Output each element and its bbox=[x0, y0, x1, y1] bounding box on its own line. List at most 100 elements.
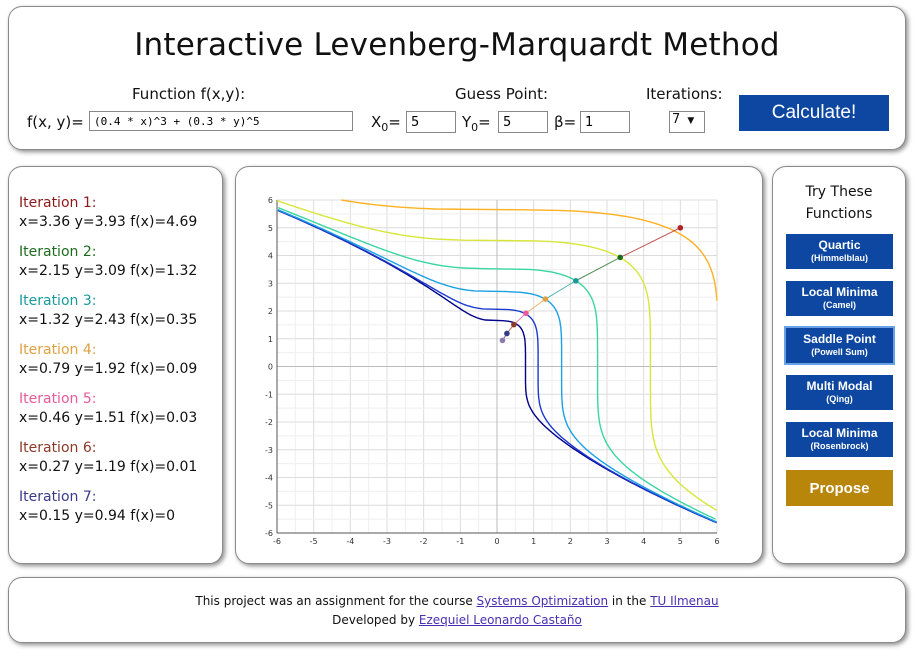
iteration-title: Iteration 4: bbox=[19, 342, 97, 358]
path-point bbox=[542, 296, 549, 302]
x-tick-label: 6 bbox=[714, 537, 719, 546]
path-point bbox=[511, 321, 517, 328]
function-button-sub: (Rosenbrock) bbox=[810, 441, 869, 451]
y-tick-label: -3 bbox=[265, 446, 273, 455]
y-tick-label: 6 bbox=[268, 196, 273, 205]
contour-line bbox=[277, 209, 717, 524]
iteration-item: Iteration 4: x=0.79 y=1.92 f(x)=0.09 bbox=[19, 342, 197, 377]
footer-line-1: This project was an assignment for the c… bbox=[9, 594, 905, 608]
contour-line bbox=[276, 200, 717, 511]
iterations-panel: Iteration 1: x=3.36 y=3.93 f(x)=4.69 Itera… bbox=[8, 166, 223, 564]
beta-label: β= bbox=[554, 113, 577, 131]
function-button-name: Local Minima bbox=[801, 285, 878, 299]
functions-title: Try These Functions bbox=[805, 184, 873, 222]
iteration-values: x=0.15 y=0.94 f(x)=0 bbox=[19, 508, 176, 524]
x-tick-label: 1 bbox=[531, 537, 536, 546]
function-button-sub: (Himmelblau) bbox=[810, 253, 868, 263]
iteration-values: x=2.15 y=3.09 f(x)=1.32 bbox=[19, 263, 198, 279]
function-button-name: Multi Modal bbox=[806, 379, 873, 393]
function-button-sub: (Qing) bbox=[826, 394, 853, 404]
calculate-button[interactable]: Calculate! bbox=[739, 95, 889, 131]
path-segment bbox=[545, 280, 577, 300]
x-tick-label: -4 bbox=[346, 537, 354, 546]
y-tick-label: 2 bbox=[268, 307, 273, 316]
beta-input[interactable] bbox=[580, 111, 630, 133]
iterations-select-value: 7 bbox=[672, 112, 681, 127]
iteration-item: Iteration 7: x=0.15 y=0.94 f(x)=0 bbox=[19, 489, 175, 524]
iteration-title: Iteration 1: bbox=[19, 195, 97, 211]
footer-text-b: in the bbox=[608, 594, 651, 608]
iteration-item: Iteration 6: x=0.27 y=1.19 f(x)=0.01 bbox=[19, 440, 197, 475]
function-button-saddle-point[interactable]: Saddle Point (Powell Sum) bbox=[784, 326, 895, 365]
function-input[interactable] bbox=[89, 111, 353, 131]
course-link[interactable]: Systems Optimization bbox=[476, 594, 609, 608]
y-tick-label: -2 bbox=[265, 418, 273, 427]
function-button-name: Local Minima bbox=[801, 426, 878, 440]
footer: This project was an assignment for the c… bbox=[8, 577, 906, 643]
x-tick-label: -3 bbox=[383, 537, 391, 546]
iteration-title: Iteration 6: bbox=[19, 440, 97, 456]
y0-label: Y0= bbox=[462, 113, 491, 134]
path-point bbox=[617, 254, 623, 261]
x-tick-label: 2 bbox=[568, 537, 573, 546]
x-tick-label: 5 bbox=[678, 537, 683, 546]
y-tick-label: 0 bbox=[268, 363, 273, 372]
header-panel: Interactive Levenberg-Marquardt Method F… bbox=[8, 6, 906, 150]
iterations-select[interactable]: 7 ▼ bbox=[669, 111, 705, 133]
y0-input[interactable] bbox=[498, 111, 548, 133]
function-button-sub: (Camel) bbox=[822, 300, 856, 310]
y-tick-label: -4 bbox=[265, 474, 273, 483]
iteration-item: Iteration 5: x=0.46 y=1.51 f(x)=0.03 bbox=[19, 391, 197, 426]
contour-line bbox=[341, 199, 718, 301]
contour-chart[interactable]: -6 -5 -4 -3 -2 -1 0 1 2 3 4 5 6 -6 -5 -4 -3 -2 -1 0 1 2 3 4 5 6 bbox=[241, 172, 757, 560]
function-button-local-minima-rosenbrock[interactable]: Local Minima (Rosenbrock) bbox=[786, 422, 893, 457]
x-tick-label: -5 bbox=[310, 537, 318, 546]
footer-line-2: Developed by Ezequiel Leonardo Castaño bbox=[9, 613, 905, 627]
x-tick-label: -1 bbox=[456, 537, 464, 546]
y-tick-label: 4 bbox=[268, 252, 273, 261]
function-prefix: f(x, y)= bbox=[27, 113, 84, 131]
path-segment bbox=[525, 298, 546, 314]
iteration-title: Iteration 2: bbox=[19, 244, 97, 260]
path-segment bbox=[575, 256, 621, 282]
footer-text-c: Developed by bbox=[332, 613, 419, 627]
x0-input[interactable] bbox=[406, 111, 456, 133]
iteration-item: Iteration 2: x=2.15 y=3.09 f(x)=1.32 bbox=[19, 244, 197, 279]
footer-text-a: This project was an assignment for the c… bbox=[195, 594, 477, 608]
iteration-values: x=1.32 y=2.43 f(x)=0.35 bbox=[19, 312, 198, 328]
contour-line bbox=[277, 206, 716, 520]
y-tick-label: 5 bbox=[268, 224, 273, 233]
x-tick-label: 4 bbox=[641, 537, 646, 546]
function-button-local-minima-camel[interactable]: Local Minima (Camel) bbox=[786, 281, 893, 316]
page-title: Interactive Levenberg-Marquardt Method bbox=[134, 27, 780, 63]
y-tick-label: -6 bbox=[265, 529, 273, 538]
function-button-multi-modal[interactable]: Multi Modal (Qing) bbox=[786, 375, 893, 410]
author-link[interactable]: Ezequiel Leonardo Castaño bbox=[418, 613, 582, 627]
y-tick-label: 3 bbox=[268, 279, 273, 288]
iteration-values: x=0.46 y=1.51 f(x)=0.03 bbox=[19, 410, 198, 426]
path-point bbox=[523, 310, 529, 317]
iteration-item: Iteration 3: x=1.32 y=2.43 f(x)=0.35 bbox=[19, 293, 197, 328]
function-button-name: Saddle Point bbox=[803, 332, 876, 346]
x-tick-label: 0 bbox=[494, 537, 499, 546]
y-tick-label: -5 bbox=[265, 501, 273, 510]
iteration-values: x=0.79 y=1.92 f(x)=0.09 bbox=[19, 361, 198, 377]
y-tick-label: 1 bbox=[268, 335, 273, 344]
function-button-quartic[interactable]: Quartic (Himmelblau) bbox=[786, 234, 893, 269]
function-button-sub: (Powell Sum) bbox=[811, 347, 868, 357]
path-point bbox=[677, 224, 684, 231]
path-point bbox=[499, 337, 506, 344]
iterations-label: Iterations: bbox=[646, 85, 723, 103]
iteration-values: x=0.27 y=1.19 f(x)=0.01 bbox=[19, 459, 198, 475]
path-point bbox=[573, 277, 579, 284]
guess-point-label: Guess Point: bbox=[455, 85, 549, 103]
x0-label: X0= bbox=[371, 113, 401, 134]
chevron-down-icon: ▼ bbox=[687, 116, 695, 126]
x-tick-label: -6 bbox=[273, 537, 281, 546]
university-link[interactable]: TU Ilmenau bbox=[650, 594, 719, 608]
propose-button[interactable]: Propose bbox=[786, 470, 893, 506]
iteration-title: Iteration 7: bbox=[19, 489, 97, 505]
functions-panel: Try These Functions Quartic (Himmelblau) L… bbox=[772, 166, 906, 564]
path-point bbox=[504, 330, 510, 337]
iteration-values: x=3.36 y=3.93 f(x)=4.69 bbox=[19, 214, 198, 230]
